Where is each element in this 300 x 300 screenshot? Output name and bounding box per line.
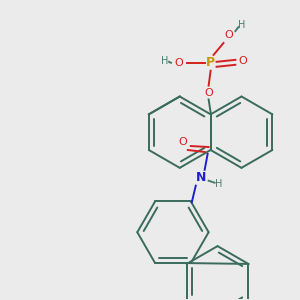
Text: H: H	[161, 56, 169, 66]
Text: H: H	[238, 20, 245, 30]
Text: O: O	[178, 137, 187, 147]
Text: N: N	[196, 171, 206, 184]
Text: O: O	[224, 30, 233, 40]
Text: P: P	[206, 56, 215, 69]
Text: H: H	[215, 179, 222, 189]
Text: O: O	[238, 56, 247, 66]
Text: O: O	[175, 58, 183, 68]
Text: O: O	[204, 88, 213, 98]
